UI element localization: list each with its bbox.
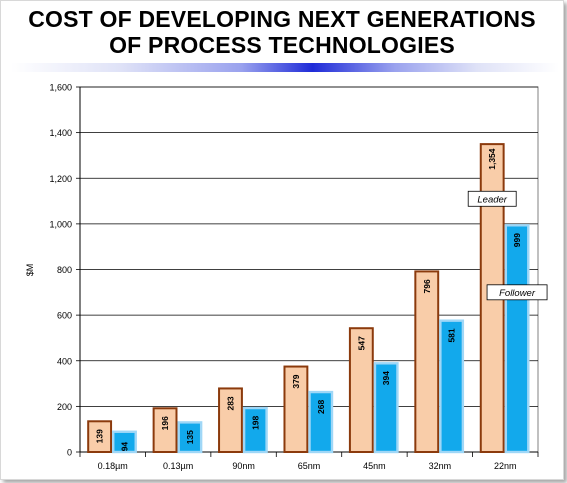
data-label: 283 xyxy=(225,396,235,410)
data-label: 198 xyxy=(250,415,260,429)
y-tick-label: 1,200 xyxy=(49,174,72,184)
annotation-label: Follower xyxy=(499,288,536,299)
bar-leader xyxy=(414,270,440,453)
title-underline-bar xyxy=(11,63,559,72)
y-tick-label: 200 xyxy=(57,402,72,412)
data-label: 999 xyxy=(512,233,522,247)
bar-follower xyxy=(439,319,465,454)
slide-title: COST OF DEVELOPING NEXT GENERATIONS OF P… xyxy=(1,6,563,58)
data-label: 196 xyxy=(160,416,170,430)
x-tick-label: 90nm xyxy=(232,461,255,471)
title-line-2: OF PROCESS TECHNOLOGIES xyxy=(109,32,455,58)
data-label: 1,354 xyxy=(487,148,497,170)
x-tick-label: 32nm xyxy=(429,461,452,471)
y-tick-label: 1,000 xyxy=(49,219,72,229)
y-tick-label: 1,400 xyxy=(49,128,72,138)
bar-leader xyxy=(283,365,309,453)
bar-leader xyxy=(348,327,374,454)
data-label: 94 xyxy=(119,442,129,452)
y-tick-label: 0 xyxy=(67,448,72,458)
bar-follower xyxy=(308,390,334,454)
data-label: 581 xyxy=(447,328,457,342)
data-label: 547 xyxy=(356,336,366,350)
x-tick-label: 0.13µm xyxy=(163,461,193,471)
bar-follower xyxy=(242,406,268,454)
bar-follower xyxy=(112,430,137,454)
data-label: 135 xyxy=(185,430,195,444)
x-tick-label: 0.18µm xyxy=(98,461,128,471)
data-label: 268 xyxy=(316,400,326,414)
data-label: 796 xyxy=(422,279,432,293)
y-axis-label: $M xyxy=(25,264,35,277)
data-label: 379 xyxy=(291,374,301,388)
annotation-box xyxy=(486,284,548,301)
x-tick-label: 45nm xyxy=(363,461,386,471)
x-tick-label: 65nm xyxy=(298,461,321,471)
data-label: 139 xyxy=(95,429,105,443)
y-tick-label: 400 xyxy=(57,356,72,366)
x-tick-label: 22nm xyxy=(494,461,517,471)
data-label: 394 xyxy=(381,371,391,385)
bar-leader xyxy=(87,420,113,453)
y-tick-label: 800 xyxy=(57,265,72,275)
annotation-box xyxy=(467,190,517,207)
bar-follower xyxy=(504,224,530,454)
y-tick-label: 1,600 xyxy=(49,83,72,93)
annotation-label: Leader xyxy=(477,194,507,205)
title-line-1: COST OF DEVELOPING NEXT GENERATIONS xyxy=(28,6,536,32)
bar-leader xyxy=(152,407,178,454)
y-tick-label: 600 xyxy=(57,311,72,321)
bar-follower xyxy=(373,362,399,454)
bar-follower xyxy=(177,421,203,454)
bar-leader xyxy=(218,387,243,453)
